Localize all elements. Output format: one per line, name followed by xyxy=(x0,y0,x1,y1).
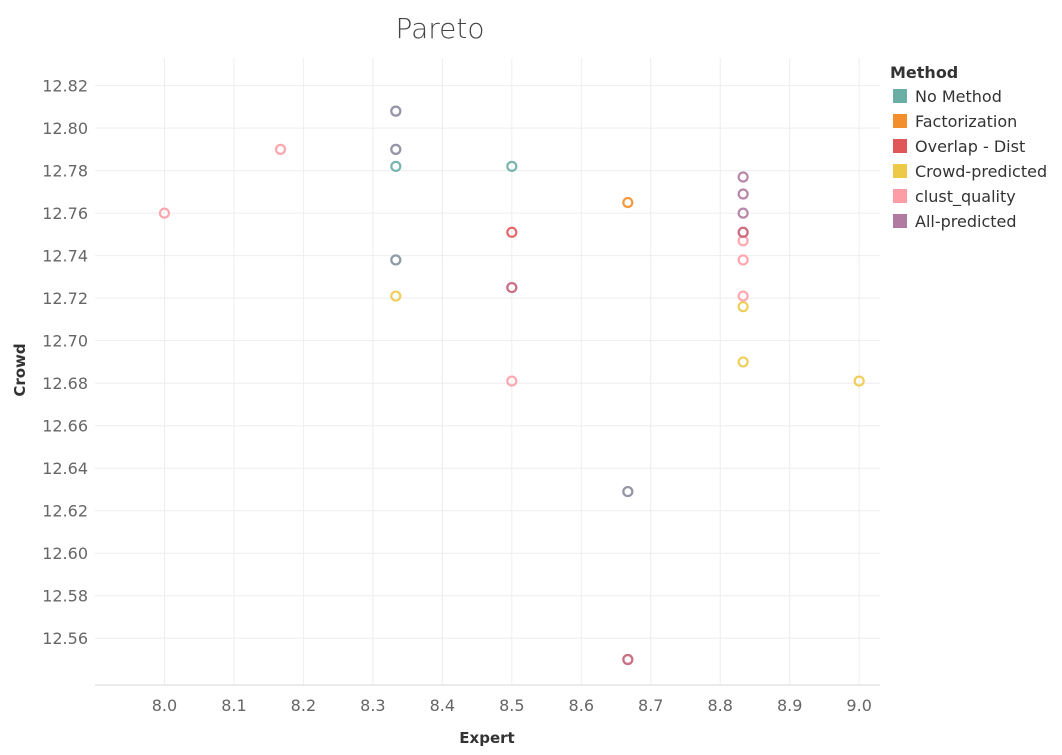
data-point[interactable] xyxy=(737,290,749,302)
y-axis-ticks: 12.56 12.58 12.60 12.62 12.64 12.66 12.68 12.70… xyxy=(42,77,88,649)
legend-label: Overlap - Dist xyxy=(915,137,1025,156)
data-point-overlap[interactable] xyxy=(622,653,634,666)
data-point[interactable] xyxy=(390,290,402,302)
x-tick-label: 8.5 xyxy=(499,696,524,715)
data-point[interactable] xyxy=(737,301,749,313)
y-tick-label: 12.56 xyxy=(42,629,88,648)
x-axis-label: Expert xyxy=(459,729,514,747)
x-axis-ticks: 8.0 8.1 8.2 8.3 8.4 8.5 8.6 8.7 8.8 8.9 9.0 xyxy=(152,696,872,715)
data-point[interactable] xyxy=(506,226,518,238)
legend[interactable]: Method No Method Factorization Overlap - D… xyxy=(890,63,1047,231)
data-point[interactable] xyxy=(737,207,749,219)
x-tick-label: 8.6 xyxy=(569,696,594,715)
data-point[interactable] xyxy=(506,375,518,387)
chart-title: Pareto xyxy=(395,12,484,45)
y-tick-label: 12.68 xyxy=(42,374,88,393)
x-tick-label: 8.1 xyxy=(221,696,246,715)
legend-item[interactable]: Crowd-predicted xyxy=(893,162,1047,181)
y-tick-label: 12.64 xyxy=(42,459,88,478)
legend-label: Factorization xyxy=(915,112,1017,131)
x-tick-label: 8.2 xyxy=(291,696,316,715)
y-axis-label: Crowd xyxy=(11,343,29,396)
legend-label: Crowd-predicted xyxy=(915,162,1047,181)
y-tick-label: 12.78 xyxy=(42,162,88,181)
x-tick-label: 8.7 xyxy=(638,696,663,715)
legend-swatch xyxy=(893,139,907,153)
y-tick-label: 12.62 xyxy=(42,502,88,521)
data-point-overlap[interactable] xyxy=(622,485,634,498)
legend-swatch xyxy=(893,114,907,128)
x-tick-label: 9.0 xyxy=(846,696,871,715)
legend-label: All-predicted xyxy=(915,212,1017,231)
legend-label: No Method xyxy=(915,87,1002,106)
data-point-overlap[interactable] xyxy=(737,226,749,238)
data-point[interactable] xyxy=(506,160,518,172)
data-point[interactable] xyxy=(737,356,749,368)
data-point-overlap[interactable] xyxy=(506,281,518,294)
data-points xyxy=(158,105,865,666)
legend-swatch xyxy=(893,214,907,228)
legend-swatch xyxy=(893,164,907,178)
grid xyxy=(95,58,880,685)
y-tick-label: 12.70 xyxy=(42,332,88,351)
y-tick-label: 12.66 xyxy=(42,417,88,436)
y-tick-label: 12.76 xyxy=(42,204,88,223)
x-tick-label: 8.4 xyxy=(430,696,455,715)
data-point[interactable] xyxy=(274,143,287,155)
legend-swatch xyxy=(893,189,907,203)
y-tick-label: 12.72 xyxy=(42,289,88,308)
legend-item[interactable]: No Method xyxy=(893,87,1002,106)
data-point[interactable] xyxy=(737,188,749,200)
legend-item[interactable]: clust_quality xyxy=(893,187,1016,207)
x-tick-label: 8.8 xyxy=(707,696,732,715)
y-tick-label: 12.74 xyxy=(42,247,88,266)
x-tick-label: 8.0 xyxy=(152,696,177,715)
data-point[interactable] xyxy=(390,160,402,172)
x-tick-label: 8.9 xyxy=(777,696,802,715)
data-point[interactable] xyxy=(158,207,171,219)
x-tick-label: 8.3 xyxy=(360,696,385,715)
legend-item[interactable]: Overlap - Dist xyxy=(893,137,1025,156)
y-tick-label: 12.82 xyxy=(42,77,88,96)
data-point[interactable] xyxy=(737,254,749,266)
legend-label: clust_quality xyxy=(915,187,1016,207)
data-point[interactable] xyxy=(853,375,865,387)
data-point-overlap[interactable] xyxy=(390,105,402,117)
legend-title: Method xyxy=(890,63,958,82)
data-point[interactable] xyxy=(737,171,749,183)
data-point-overlap[interactable] xyxy=(390,143,402,155)
data-point[interactable] xyxy=(622,196,634,209)
y-tick-label: 12.58 xyxy=(42,587,88,606)
legend-item[interactable]: All-predicted xyxy=(893,212,1017,231)
y-tick-label: 12.60 xyxy=(42,544,88,563)
legend-swatch xyxy=(893,89,907,103)
legend-item[interactable]: Factorization xyxy=(893,112,1017,131)
data-point-overlap[interactable] xyxy=(390,254,402,266)
y-tick-label: 12.80 xyxy=(42,119,88,138)
